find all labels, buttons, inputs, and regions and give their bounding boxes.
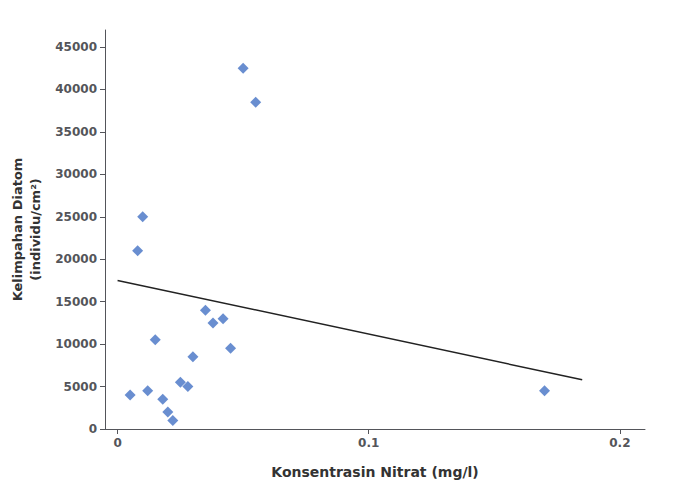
svg-text:(individu/cm²): (individu/cm²) (28, 178, 43, 281)
svg-text:25000: 25000 (55, 210, 97, 224)
svg-text:30000: 30000 (55, 167, 97, 181)
svg-text:40000: 40000 (55, 82, 97, 96)
svg-text:0: 0 (113, 436, 121, 450)
svg-text:15000: 15000 (55, 295, 97, 309)
svg-text:10000: 10000 (55, 337, 97, 351)
svg-text:Kelimpahan Diatom: Kelimpahan Diatom (10, 158, 25, 302)
svg-text:20000: 20000 (55, 252, 97, 266)
svg-text:35000: 35000 (55, 125, 97, 139)
svg-text:0.1: 0.1 (358, 436, 379, 450)
svg-text:0.2: 0.2 (609, 436, 630, 450)
svg-text:5000: 5000 (64, 380, 97, 394)
svg-text:Konsentrasin Nitrat (mg/l): Konsentrasin Nitrat (mg/l) (271, 464, 478, 480)
svg-text:45000: 45000 (55, 40, 97, 54)
svg-text:0: 0 (89, 422, 97, 436)
